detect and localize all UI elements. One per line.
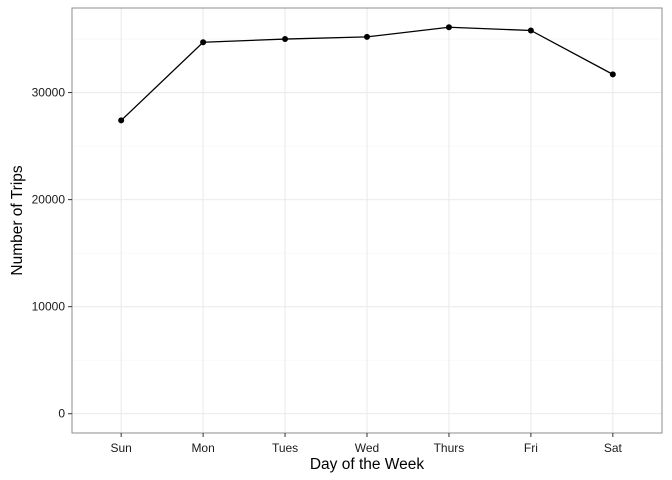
y-tick-label: 0 [58, 407, 65, 421]
data-point [118, 117, 125, 124]
x-tick-label: Sat [604, 441, 623, 455]
x-tick-label: Sun [110, 441, 131, 455]
y-axis-ticks: 0 10000 20000 30000 [32, 86, 72, 421]
x-tick-label: Tues [272, 441, 298, 455]
y-axis-title: Number of Trips [9, 165, 26, 276]
x-tick-label: Thurs [434, 441, 465, 455]
x-axis-title: Day of the Week [310, 456, 425, 473]
y-tick-label: 10000 [32, 300, 66, 314]
major-gridlines [72, 8, 662, 433]
y-tick-label: 30000 [32, 86, 66, 100]
x-tick-label: Wed [355, 441, 379, 455]
x-axis-ticks: Sun Mon Tues Wed Thurs Fri Sat [110, 433, 623, 455]
y-tick-label: 20000 [32, 193, 66, 207]
x-tick-label: Fri [524, 441, 538, 455]
data-point [282, 36, 289, 43]
data-point [364, 33, 370, 40]
data-point [200, 39, 207, 46]
x-tick-label: Mon [191, 441, 214, 455]
data-point [527, 27, 534, 34]
series-layer [118, 24, 616, 124]
data-point [445, 24, 452, 31]
data-point [609, 71, 616, 78]
